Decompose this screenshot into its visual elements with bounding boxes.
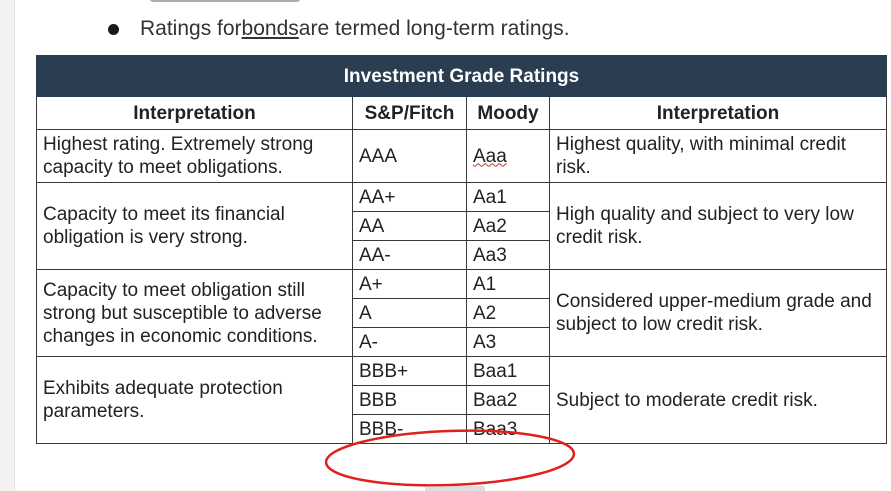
moody-rating: A1: [466, 269, 550, 299]
interp-left-aaa: Highest rating. Extremely strong capacit…: [36, 129, 353, 183]
bonds-link[interactable]: bonds: [241, 17, 299, 40]
sp-rating: AA-: [352, 240, 467, 270]
table-row: Highest rating. Extremely strong capacit…: [36, 129, 888, 183]
cut-off-page-number: [425, 486, 485, 491]
moody-rating: Baa1: [466, 356, 550, 386]
moody-rating: A3: [466, 327, 550, 357]
table-row: Exhibits adequate protection parameters.…: [36, 356, 888, 444]
sp-rating: BBB: [352, 385, 467, 415]
header-interpretation-right: Interpretation: [548, 96, 888, 130]
interp-left-bbb: Exhibits adequate protection parameters.: [36, 356, 353, 444]
moody-rating: Aaa: [466, 129, 550, 183]
interp-left-aa: Capacity to meet its financial obligatio…: [36, 182, 353, 270]
sp-rating: AA+: [352, 182, 467, 212]
table-row: Capacity to meet obligation still strong…: [36, 269, 888, 357]
header-interpretation-left: Interpretation: [36, 96, 353, 130]
bullet-point: Ratings for bonds are termed long-term r…: [108, 16, 570, 42]
header-moody: Moody: [466, 96, 550, 130]
moody-rating: Baa3: [466, 414, 550, 444]
table-row: Capacity to meet its financial obligatio…: [36, 182, 888, 270]
moody-rating-text: Aaa: [473, 145, 507, 167]
moody-rating: A2: [466, 298, 550, 328]
bullet-dot-icon: [108, 23, 119, 35]
table-title: Investment Grade Ratings: [35, 55, 888, 97]
interp-right-bbb: Subject to moderate credit risk.: [548, 356, 888, 444]
bullet-prefix: Ratings for: [140, 17, 242, 40]
sp-rating: BBB-: [352, 414, 467, 444]
moody-rating: Baa2: [466, 385, 550, 415]
sp-rating: BBB+: [352, 356, 467, 386]
moody-rating: Aa1: [466, 182, 550, 212]
sp-rating: AAA: [352, 129, 467, 183]
interp-right-a: Considered upper-medium grade and subjec…: [548, 269, 888, 357]
investment-grade-table: Investment Grade Ratings Interpretation …: [35, 55, 888, 444]
table-row: A A2: [37, 298, 887, 328]
interp-right-aa: High quality and subject to very low cre…: [548, 182, 888, 270]
left-edge-shadow: [0, 0, 15, 491]
interp-left-a: Capacity to meet obligation still strong…: [36, 269, 353, 357]
table-row: BBB Baa2: [37, 385, 887, 415]
header-sp-fitch: S&P/Fitch: [352, 96, 467, 130]
sp-rating: AA: [352, 211, 467, 241]
table-row: AA- Aa3: [37, 240, 887, 270]
table-row: AA Aa2: [37, 211, 887, 241]
sp-rating: A+: [352, 269, 467, 299]
cut-off-heading: [150, 0, 300, 2]
sp-rating: A-: [352, 327, 467, 357]
moody-rating: Aa2: [466, 211, 550, 241]
sp-rating: A: [352, 298, 467, 328]
table-row: A- A3: [37, 327, 887, 357]
bullet-suffix: are termed long-term ratings.: [298, 17, 570, 40]
moody-rating: Aa3: [466, 240, 550, 270]
interp-right-aaa: Highest quality, with minimal credit ris…: [548, 129, 888, 183]
